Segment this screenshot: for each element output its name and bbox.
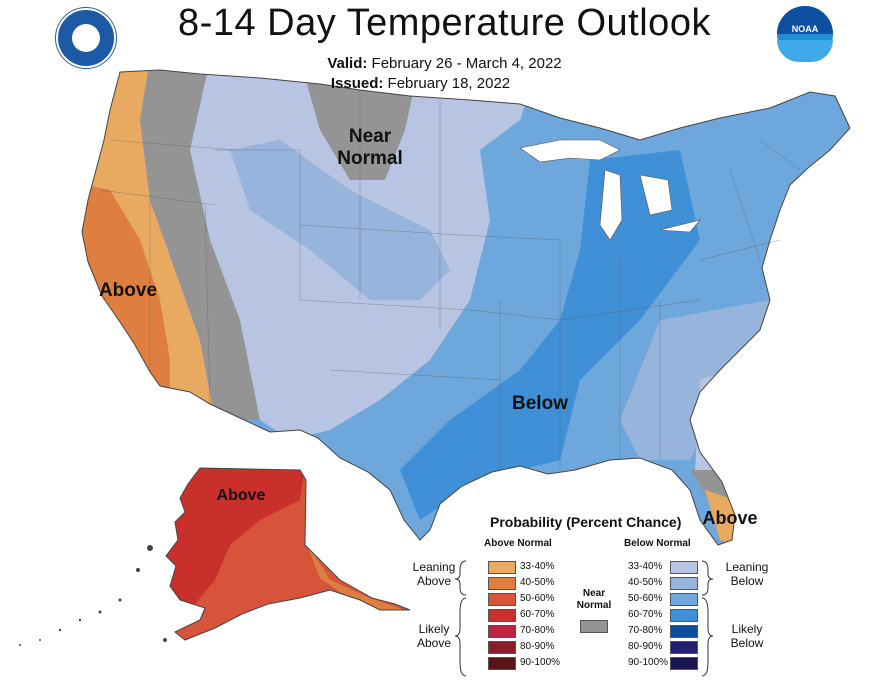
page-title: 8-14 Day Temperature Outlook <box>178 2 711 44</box>
likely-below-line2: Below <box>730 636 764 650</box>
leaning-below-line1: Leaning <box>725 560 769 574</box>
lake-erie <box>659 219 701 233</box>
leaning-below-line2: Below <box>730 574 764 588</box>
below-swatch-0 <box>670 561 698 574</box>
lake-michigan <box>599 169 623 241</box>
above-florida-region <box>705 490 738 545</box>
near-normal-label: Near Normal <box>330 126 410 170</box>
noaa-logo: NOAA <box>777 6 833 62</box>
alaska-probability-fields <box>166 468 410 640</box>
below-swatch-label-5: 80-90% <box>628 641 663 652</box>
above-alaska-label: Above <box>216 487 266 504</box>
above-swatch-label-4: 70-80% <box>520 625 555 636</box>
above-swatch-label-6: 90-100% <box>520 657 561 668</box>
aleutian-islands <box>19 545 167 646</box>
eagle-icon <box>72 24 100 52</box>
above-swatch-3 <box>488 609 516 622</box>
valid-line: Valid: February 26 - March 4, 2022 <box>0 55 889 72</box>
legend-title: Probability (Percent Chance) <box>490 514 682 530</box>
leaning-below-southeast <box>620 300 770 460</box>
commerce-seal-logo <box>56 8 116 68</box>
near-normal-label-line1: Near <box>348 126 392 147</box>
below-swatch-label-6: 90-100% <box>628 657 669 668</box>
leaning-above-line1: Leaning <box>412 560 456 574</box>
likely-above-line1: Likely <box>418 622 450 636</box>
above-florida-label: Above <box>702 508 758 528</box>
likely-above-group-label: Likely Above <box>404 622 464 650</box>
leaning-below-group-label: Leaning Below <box>712 560 782 588</box>
above-swatch-6 <box>488 657 516 670</box>
leaning-above-group-label: Leaning Above <box>404 560 464 588</box>
above-west-label: Above <box>98 280 158 301</box>
likely-below-group-label: Likely Below <box>712 622 782 650</box>
below-swatch-3 <box>670 609 698 622</box>
alaska-outline <box>165 467 411 641</box>
above-swatch-0 <box>488 561 516 574</box>
above-swatch-label-2: 50-60% <box>520 593 555 604</box>
state-boundaries <box>99 90 801 470</box>
above-swatch-2 <box>488 593 516 606</box>
near-normal-west-region <box>140 70 260 420</box>
below-swatch-label-4: 70-80% <box>628 625 663 636</box>
issued-value: February 18, 2022 <box>387 75 511 92</box>
above-swatch-4 <box>488 625 516 638</box>
below-swatch-1 <box>670 577 698 590</box>
near-normal-label-line2: Normal <box>337 148 403 169</box>
alaska-40-50-region <box>305 540 410 612</box>
below-swatch-label-2: 50-60% <box>628 593 663 604</box>
issued-line: Issued: February 18, 2022 <box>0 75 865 92</box>
below-swatch-4 <box>670 625 698 638</box>
leaning-below-40-50-central <box>230 140 450 300</box>
likely-above-line2: Above <box>416 636 452 650</box>
conus-outline <box>81 69 851 546</box>
below-east-label: Below <box>512 393 568 414</box>
valid-value: February 26 - March 4, 2022 <box>371 55 562 72</box>
legend-brackets <box>454 560 714 677</box>
legend-below-header: Below Normal <box>624 538 691 549</box>
likely-below-60-70-region <box>400 150 700 520</box>
below-swatch-2 <box>670 593 698 606</box>
below-swatch-label-0: 33-40% <box>628 561 663 572</box>
above-swatch-1 <box>488 577 516 590</box>
lake-huron <box>639 174 673 216</box>
noaa-logo-text: NOAA <box>791 24 819 34</box>
above-swatch-label-1: 40-50% <box>520 577 555 588</box>
leaning-above-line2: Above <box>416 574 452 588</box>
above-swatch-5 <box>488 641 516 654</box>
near-normal-legend-label: Near Normal <box>572 588 616 612</box>
lake-superior <box>519 139 621 163</box>
near-normal-legend-line2: Normal <box>576 600 612 611</box>
issued-label: Issued: <box>330 75 384 92</box>
below-swatch-label-3: 60-70% <box>628 609 663 620</box>
near-normal-legend-line1: Near <box>582 588 606 599</box>
above-swatch-label-3: 60-70% <box>520 609 555 620</box>
likely-below-line1: Likely <box>731 622 763 636</box>
below-swatch-label-1: 40-50% <box>628 577 663 588</box>
above-swatch-label-5: 80-90% <box>520 641 555 652</box>
alaska-60-70-region <box>166 468 306 620</box>
legend-above-header: Above Normal <box>484 538 552 549</box>
canada-area <box>540 60 810 140</box>
below-swatch-6 <box>670 657 698 670</box>
valid-label: Valid: <box>327 55 368 72</box>
above-swatch-label-0: 33-40% <box>520 561 555 572</box>
near-normal-swatch <box>580 620 608 633</box>
below-swatch-5 <box>670 641 698 654</box>
